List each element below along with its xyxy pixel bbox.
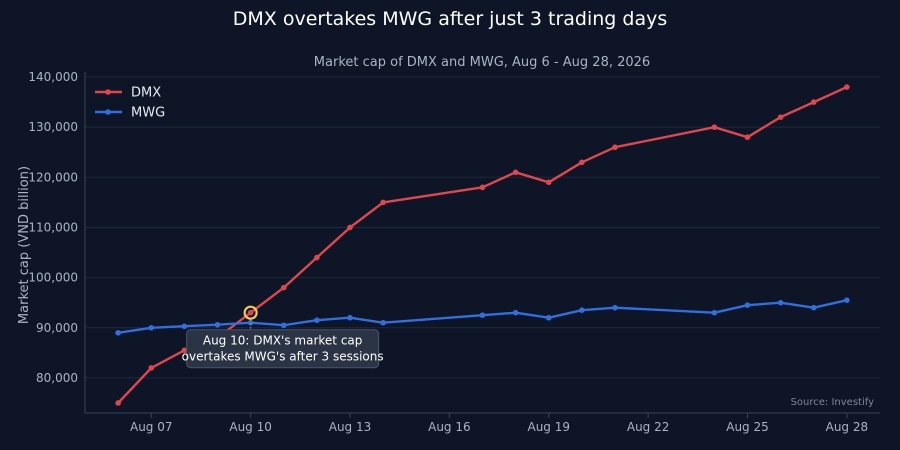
x-tick-label: Aug 19 <box>527 420 570 434</box>
series-group <box>115 84 850 406</box>
data-point-mwg <box>181 323 188 330</box>
x-tick-label: Aug 28 <box>826 420 869 434</box>
annotation-box <box>186 329 380 369</box>
data-point-mwg <box>115 329 121 336</box>
data-point-dmx <box>579 159 585 166</box>
y-tick-label: 110,000 <box>28 220 78 234</box>
data-point-mwg <box>612 304 618 311</box>
data-point-dmx <box>512 169 519 176</box>
data-point-mwg <box>744 302 751 308</box>
y-tick-label: 100,000 <box>28 271 78 285</box>
data-point-mwg <box>380 319 386 326</box>
data-point-dmx <box>148 365 155 371</box>
data-point-dmx <box>314 254 320 261</box>
x-tick-label: Aug 25 <box>726 420 769 434</box>
legend: DMX MWG <box>95 86 165 121</box>
data-point-mwg <box>479 312 486 319</box>
annotation-text-line-2: overtakes MWG's after 3 sessions <box>182 350 384 364</box>
data-point-dmx <box>612 144 618 151</box>
legend-marker-mwg <box>105 109 111 115</box>
x-tick-label: Aug 10 <box>229 420 272 434</box>
data-point-mwg <box>579 307 585 313</box>
data-point-mwg <box>314 317 320 324</box>
data-point-mwg <box>777 299 784 306</box>
x-ticks: Aug 07 Aug 10 Aug 13 Aug 16 Aug 19 Aug 22 Aug … <box>130 413 868 434</box>
y-axis-label: Market cap (VND billion) <box>17 166 32 324</box>
annotation-marker <box>243 305 258 320</box>
chart-subtitle: Market cap of DMX and MWG, Aug 6 - Aug 2… <box>314 55 650 70</box>
y-ticks: 80,000 90,000 100,000 110,000 120,000 130,000… <box>28 70 78 385</box>
data-point-mwg <box>711 309 718 316</box>
y-tick-label: 120,000 <box>28 170 78 184</box>
legend-marker-dmx <box>105 89 111 95</box>
y-tick-label: 130,000 <box>28 120 78 134</box>
data-point-mwg <box>214 321 221 328</box>
data-point-dmx <box>545 179 552 186</box>
gridlines <box>85 76 880 379</box>
data-point-dmx <box>115 400 121 406</box>
x-tick-label: Aug 16 <box>428 420 471 434</box>
data-point-dmx <box>711 124 718 130</box>
x-tick-label: Aug 13 <box>329 420 372 434</box>
data-point-mwg <box>148 324 155 331</box>
data-point-dmx <box>181 347 188 354</box>
data-point-dmx <box>247 309 254 316</box>
data-point-dmx <box>347 224 353 231</box>
data-point-dmx <box>810 99 817 105</box>
annotation-text-line-1: Aug 10: DMX's market cap <box>203 334 363 348</box>
legend-label-dmx: DMX <box>131 86 161 101</box>
data-point-mwg <box>347 314 353 321</box>
data-point-dmx <box>479 184 486 191</box>
data-point-mwg <box>844 297 850 303</box>
y-tick-label: 140,000 <box>28 70 78 84</box>
data-point-mwg <box>280 322 287 329</box>
data-point-mwg <box>545 314 552 321</box>
data-point-mwg <box>810 304 817 311</box>
y-tick-label: 90,000 <box>36 321 78 335</box>
data-point-dmx <box>380 199 386 206</box>
x-tick-label: Aug 22 <box>627 420 670 434</box>
x-tick-label: Aug 07 <box>130 420 173 434</box>
annotation: Aug 10: DMX's market cap overtakes MWG's… <box>182 305 384 369</box>
legend-label-mwg: MWG <box>131 106 165 121</box>
data-point-dmx <box>744 134 751 140</box>
y-tick-label: 80,000 <box>36 371 78 385</box>
data-point-dmx <box>280 284 287 291</box>
data-point-dmx <box>777 114 784 120</box>
data-point-mwg <box>512 309 519 316</box>
data-point-dmx <box>844 84 850 90</box>
chart-title: DMX overtakes MWG after just 3 trading d… <box>233 8 668 30</box>
source-note: Source: Investify <box>791 397 875 408</box>
